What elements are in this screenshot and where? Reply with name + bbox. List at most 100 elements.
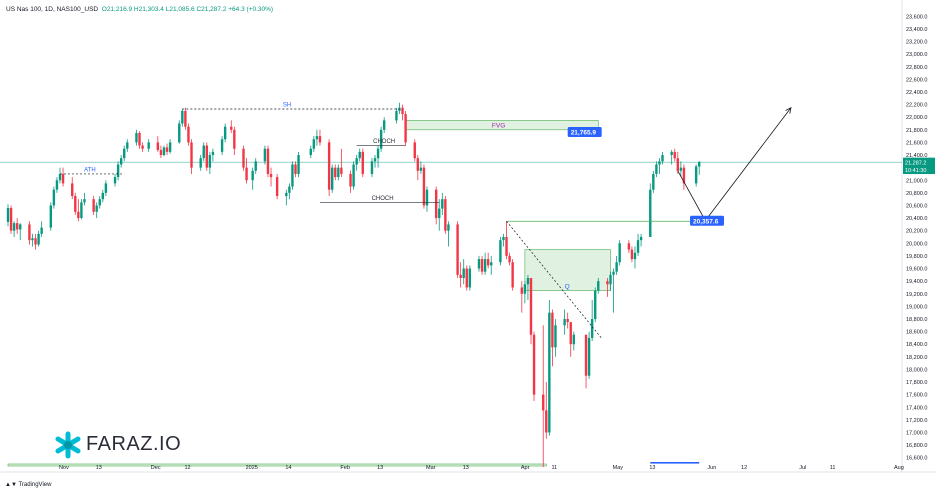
candle-body [58, 173, 62, 181]
last-price-tag-label: 21,287.2 [905, 160, 926, 166]
trend-line [506, 221, 602, 339]
candle-body [490, 262, 493, 266]
candle-body [425, 189, 429, 206]
candle-body [199, 158, 202, 168]
y-tick-label: 20,800.0 [906, 191, 927, 197]
candle-body [465, 268, 468, 288]
x-tick-label: 12 [184, 465, 190, 471]
x-tick-label: 11 [551, 465, 557, 471]
candle-body [627, 243, 631, 250]
candle-body [594, 290, 597, 319]
candle-body [505, 237, 508, 256]
y-tick-label: 19,000.0 [906, 304, 927, 310]
candle-body [245, 167, 248, 181]
candle-body [548, 312, 551, 433]
candle-body [101, 192, 105, 200]
y-tick-label: 17,600.0 [906, 393, 927, 399]
y-tick-label: 19,400.0 [906, 279, 927, 285]
candle-body [40, 227, 43, 234]
candle-body [551, 312, 554, 348]
candle-body [615, 262, 618, 272]
candle-body [312, 139, 316, 149]
candle-body [147, 142, 150, 149]
y-tick-label: 20,600.0 [906, 203, 927, 209]
candle-body [499, 240, 502, 263]
candle-body [401, 107, 404, 115]
candle-body [569, 322, 572, 345]
candle-body [92, 199, 95, 212]
x-tick-label: Jul [799, 465, 806, 471]
candle-body [6, 207, 10, 222]
x-tick-label: Dec [151, 465, 161, 471]
x-tick-label: Apr [521, 465, 530, 471]
candle-body [156, 142, 160, 150]
candle-body [676, 158, 679, 171]
candle-body [285, 192, 288, 197]
marker-label: Q [565, 284, 570, 291]
candle-body [376, 148, 380, 159]
candle-body [630, 249, 634, 260]
candle-body [358, 151, 361, 159]
candle-body [444, 199, 447, 231]
candle-body [178, 123, 181, 143]
y-tick-label: 22,600.0 [906, 77, 927, 83]
candle-body [190, 142, 193, 168]
candle-body [370, 161, 374, 174]
y-tick-label: 22,000.0 [906, 115, 927, 121]
candle-body [379, 129, 383, 149]
candle-body [294, 164, 297, 174]
candle-body [168, 142, 172, 152]
candle-body [119, 158, 123, 165]
candle-body [288, 186, 291, 193]
candle-body [416, 158, 420, 171]
candle-body [566, 318, 569, 323]
watermark-panel [4, 428, 190, 462]
candle-body [438, 208, 441, 219]
candle-body [587, 337, 591, 376]
zone-label: FVG [492, 123, 505, 130]
candle-body [254, 161, 257, 171]
projection-path [677, 107, 792, 222]
candle-body [511, 262, 514, 288]
candle-body [266, 148, 270, 174]
watermark-text: FARAZ.IO [86, 433, 182, 455]
last-price-tag [903, 165, 935, 175]
candle-body [355, 158, 358, 165]
y-tick-label: 17,200.0 [906, 418, 927, 424]
candle-body [74, 196, 77, 212]
chart-header: US Nas 100, 1D, NAS100_USD O21,216.9 H21… [6, 6, 273, 13]
faraz-logo-icon [55, 431, 81, 459]
y-tick-label: 23,000.0 [906, 52, 927, 58]
candle-body [609, 274, 612, 285]
candle-body [441, 199, 444, 209]
candle-body [584, 334, 588, 376]
x-tick-label: 13 [463, 465, 469, 471]
candle-body [434, 189, 438, 219]
x-tick-label: 13 [96, 465, 102, 471]
last-price-tag-label: 10:41:30 [905, 168, 926, 174]
x-tick-label: Jun [707, 465, 716, 471]
candle-body [639, 237, 643, 241]
candle-body [269, 173, 273, 178]
candle-body [202, 145, 205, 159]
candle-body [523, 284, 527, 294]
candle-body [373, 158, 377, 162]
candle-body [318, 136, 322, 143]
candle-body [483, 259, 487, 272]
y-tick-label: 18,000.0 [906, 367, 927, 373]
candle-body [572, 334, 576, 345]
x-tick-label: 13 [649, 465, 655, 471]
y-tick-label: 16,800.0 [906, 443, 927, 449]
candle-body [352, 164, 355, 187]
candle-body [447, 224, 450, 231]
last-price-tag [903, 157, 935, 167]
candle-body [606, 281, 609, 285]
y-tick-label: 21,000.0 [906, 178, 927, 184]
candle-body [159, 149, 163, 156]
x-tick-label: Aug [894, 465, 904, 471]
candle-body [661, 155, 664, 162]
candle-body [542, 394, 545, 411]
candle-body [208, 155, 212, 168]
candle-body [633, 252, 637, 260]
